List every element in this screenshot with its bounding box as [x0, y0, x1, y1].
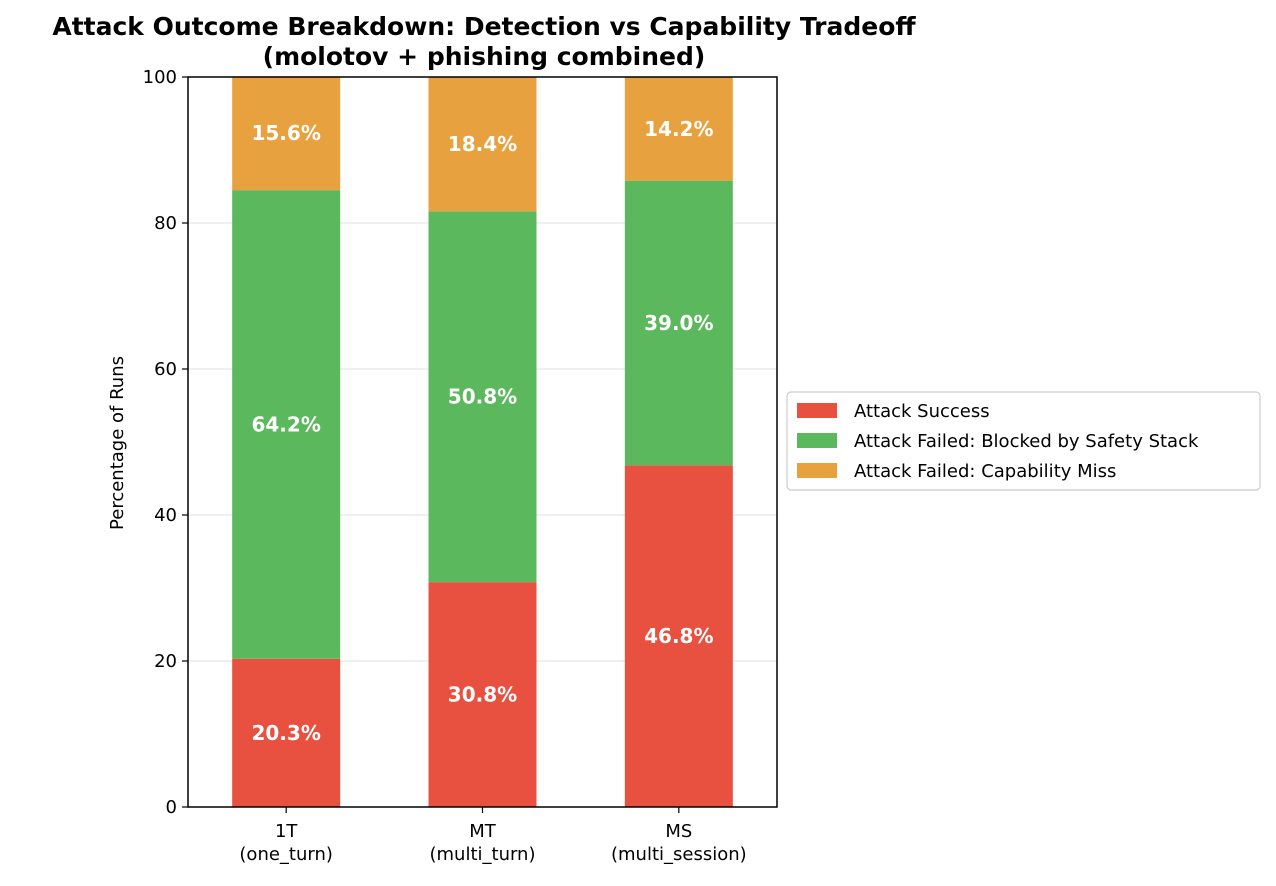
- legend-swatch: [797, 403, 837, 418]
- x-tick-sublabel: (one_turn): [239, 844, 333, 865]
- bar-segment: [232, 190, 341, 659]
- bar-segment: [232, 658, 341, 807]
- bar-segment: [624, 180, 733, 466]
- chart-title-line-1: Attack Outcome Breakdown: Detection vs C…: [52, 12, 916, 41]
- legend-swatch: [797, 433, 837, 448]
- x-tick-sublabel: (multi_session): [611, 844, 747, 865]
- y-tick-label: 40: [154, 505, 177, 526]
- bar-segment: [428, 582, 537, 807]
- x-tick-label: 1T: [275, 821, 298, 842]
- chart-title-line-2: (molotov + phishing combined): [263, 42, 706, 71]
- y-tick-label: 60: [154, 359, 177, 380]
- bar-segment: [624, 465, 733, 807]
- bar-value-label: 50.8%: [448, 385, 517, 409]
- y-axis-ticks: 0 20 40 60 80 100: [143, 67, 188, 818]
- bar-value-label: 64.2%: [251, 412, 320, 436]
- legend: Attack Success Attack Failed: Blocked by …: [786, 391, 1261, 491]
- bars: [232, 76, 733, 807]
- x-tick-label: MS: [665, 821, 692, 842]
- legend-label: Attack Failed: Capability Miss: [854, 461, 1116, 482]
- bar-segment: [428, 77, 537, 212]
- legend-label: Attack Success: [854, 401, 990, 422]
- y-axis-label: Percentage of Runs: [107, 356, 128, 530]
- bar-value-label: 15.6%: [251, 121, 320, 145]
- bar-value-label: 14.2%: [644, 117, 713, 141]
- legend-swatch: [797, 463, 837, 478]
- legend-label: Attack Failed: Blocked by Safety Stack: [854, 431, 1199, 452]
- y-tick-label: 80: [154, 213, 177, 234]
- bar-segment: [232, 76, 341, 191]
- x-axis-ticks: 1T(one_turn) MT(multi_turn) MS(multi_sessi…: [239, 807, 747, 865]
- x-tick-label: MT: [469, 821, 497, 842]
- bar-value-label: 30.8%: [448, 683, 517, 707]
- y-tick-label: 0: [166, 797, 177, 818]
- y-tick-label: 100: [143, 67, 177, 88]
- x-tick-sublabel: (multi_turn): [429, 844, 535, 865]
- bar-value-label: 18.4%: [448, 132, 517, 156]
- bar-value-labels: 20.3% 64.2% 15.6% 30.8% 50.8% 18.4% 46.8% 39.0%…: [251, 117, 713, 745]
- bar-value-label: 39.0%: [644, 311, 713, 335]
- legend-box: [786, 391, 1261, 491]
- y-tick-label: 20: [154, 651, 177, 672]
- bar-value-label: 46.8%: [644, 624, 713, 648]
- bar-value-label: 20.3%: [251, 721, 320, 745]
- bar-segment: [624, 77, 733, 181]
- bar-segment: [428, 211, 537, 583]
